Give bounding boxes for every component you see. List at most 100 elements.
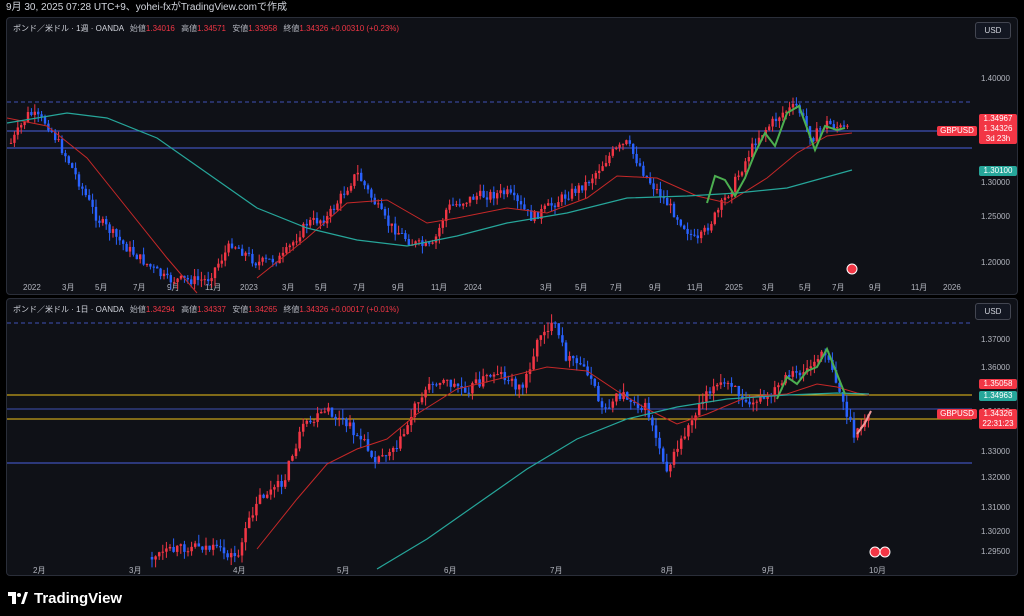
weekly-candle bbox=[689, 233, 693, 235]
daily-candle bbox=[499, 372, 503, 375]
weekly-candle bbox=[662, 197, 665, 199]
weekly-candle bbox=[156, 266, 159, 269]
daily-candle bbox=[589, 375, 593, 379]
daily-candle bbox=[435, 384, 438, 386]
daily-candle bbox=[165, 548, 168, 552]
daily-high: 1.34337 bbox=[197, 305, 226, 314]
weekly-candle bbox=[108, 224, 111, 233]
daily-candle bbox=[597, 385, 600, 402]
weekly-candle bbox=[135, 254, 138, 260]
weekly-candle bbox=[414, 241, 417, 245]
weekly-candle bbox=[547, 203, 550, 206]
daily-candle bbox=[240, 542, 244, 556]
daily-candle bbox=[229, 553, 233, 558]
daily-candle bbox=[834, 369, 838, 383]
weekly-candle bbox=[322, 220, 325, 224]
daily-candle bbox=[748, 401, 751, 405]
daily-currency-button[interactable]: USD bbox=[975, 303, 1011, 320]
weekly-candle bbox=[288, 245, 291, 248]
daily-candle bbox=[334, 416, 337, 419]
weekly-price-label: 1.40000 bbox=[981, 74, 1010, 83]
daily-symbol-tag: GBPUSD bbox=[937, 409, 977, 419]
daily-candle bbox=[575, 358, 579, 364]
daily-candle bbox=[795, 371, 798, 373]
daily-candle bbox=[456, 383, 460, 387]
weekly-candle bbox=[683, 225, 686, 229]
daily-candle bbox=[161, 551, 165, 553]
daily-event-flag-icon bbox=[869, 546, 881, 558]
daily-event-flag-icon-2 bbox=[879, 546, 891, 558]
weekly-candle bbox=[696, 235, 699, 239]
daily-candle bbox=[337, 417, 341, 419]
daily-candle bbox=[708, 391, 712, 394]
weekly-time-label: 5月 bbox=[95, 283, 107, 292]
daily-candle bbox=[492, 374, 496, 377]
daily-close: 1.34326 bbox=[299, 305, 329, 314]
weekly-candle bbox=[832, 124, 835, 129]
daily-candle bbox=[251, 515, 255, 518]
daily-candle bbox=[672, 451, 676, 465]
weekly-candle bbox=[173, 282, 176, 284]
weekly-candle bbox=[271, 258, 274, 263]
weekly-time-label: 7月 bbox=[133, 283, 145, 292]
daily-candle bbox=[820, 351, 823, 360]
weekly-candle bbox=[839, 125, 842, 128]
daily-candle bbox=[237, 555, 240, 557]
weekly-candle bbox=[424, 242, 427, 246]
weekly-candle bbox=[166, 273, 169, 276]
weekly-candle bbox=[261, 257, 264, 262]
weekly-plot[interactable]: 1.400001.350001.300001.250001.2000020223… bbox=[7, 18, 1018, 295]
weekly-candle bbox=[224, 252, 227, 261]
weekly-candle bbox=[836, 127, 839, 129]
weekly-time-label: 11月 bbox=[687, 283, 703, 292]
daily-plot[interactable]: 1.370001.360001.340001.330001.320001.310… bbox=[7, 299, 1018, 576]
daily-candle bbox=[751, 402, 755, 405]
weekly-open: 1.34016 bbox=[145, 24, 175, 33]
daily-candle bbox=[697, 404, 701, 416]
weekly-candle bbox=[805, 115, 808, 127]
weekly-candle bbox=[635, 153, 638, 164]
daily-candle bbox=[417, 402, 420, 404]
weekly-time-label: 7月 bbox=[353, 283, 365, 292]
daily-candle bbox=[179, 544, 183, 546]
weekly-candle bbox=[264, 257, 268, 259]
daily-candle bbox=[154, 556, 157, 560]
weekly-candle bbox=[23, 121, 26, 126]
weekly-candle bbox=[305, 223, 308, 226]
weekly-candle bbox=[91, 199, 94, 207]
daily-candle bbox=[190, 546, 193, 552]
weekly-candle bbox=[366, 185, 370, 190]
daily-candle bbox=[453, 383, 456, 387]
weekly-candle bbox=[540, 209, 543, 219]
weekly-time-label: 2023 bbox=[240, 283, 258, 292]
daily-candle bbox=[525, 373, 528, 388]
daily-candle bbox=[658, 437, 661, 449]
daily-chart-pane[interactable]: ポンド／米ドル · 1日 · OANDA 始値1.34294 高値1.34337… bbox=[6, 298, 1018, 576]
daily-candle bbox=[345, 418, 348, 427]
weekly-ma-tag: 1.30100 bbox=[979, 166, 1017, 176]
daily-candle bbox=[827, 355, 831, 360]
daily-candle bbox=[719, 382, 723, 385]
weekly-candle bbox=[734, 176, 737, 192]
daily-candle bbox=[841, 391, 845, 402]
weekly-price-tag: 1.34967 1.34326 3d 23h bbox=[979, 114, 1017, 144]
weekly-time-label: 11月 bbox=[431, 283, 447, 292]
weekly-candle bbox=[710, 224, 713, 231]
weekly-candle bbox=[210, 278, 213, 282]
weekly-currency-button[interactable]: USD bbox=[975, 22, 1011, 39]
weekly-candle bbox=[645, 175, 648, 178]
weekly-candle bbox=[349, 185, 353, 191]
daily-candle bbox=[730, 382, 733, 387]
weekly-time-label: 2024 bbox=[464, 283, 482, 292]
weekly-candle bbox=[428, 242, 431, 244]
daily-candle bbox=[323, 411, 327, 413]
daily-candle bbox=[683, 436, 687, 439]
daily-candle bbox=[255, 503, 258, 516]
weekly-candle bbox=[754, 143, 757, 146]
daily-candle bbox=[413, 403, 417, 418]
weekly-chart-pane[interactable]: ポンド／米ドル · 1週 · OANDA 始値1.34016 高値1.34571… bbox=[6, 17, 1018, 295]
weekly-time-label: 2026 bbox=[943, 283, 961, 292]
weekly-candle bbox=[774, 118, 778, 122]
weekly-candle bbox=[190, 279, 193, 285]
weekly-symbol-tag: GBPUSD bbox=[937, 126, 977, 136]
